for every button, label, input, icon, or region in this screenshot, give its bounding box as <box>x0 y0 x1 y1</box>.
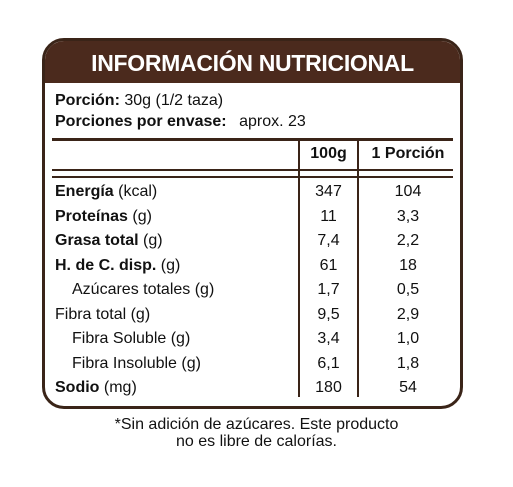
nutrient-row: Sodio (mg) 180 54 <box>45 376 460 400</box>
nutrient-name-unit: Fibra total (g) <box>55 305 151 323</box>
nutrient-name-unit: Fibra Soluble (g) <box>72 330 191 347</box>
nutrient-name: Sodio (mg) <box>55 376 137 400</box>
portion-value: 30g (1/2 taza) <box>124 92 224 109</box>
nutrient-row: Proteínas (g) 11 3,3 <box>45 205 460 229</box>
nutrient-name-bold: Sodio <box>55 379 100 396</box>
nutrient-name-unit: (mg) <box>99 379 137 396</box>
value-per-portion: 1,0 <box>396 330 420 347</box>
nutrient-name: Grasa total (g) <box>55 229 163 253</box>
value-per-portion: 54 <box>399 379 417 396</box>
value-per-100g: 3,4 <box>317 330 340 347</box>
value-per-portion: 18 <box>399 256 417 274</box>
nutrient-name: H. de C. disp. (g) <box>55 254 180 278</box>
value-per-portion: 1,8 <box>396 354 420 372</box>
nutrient-row: Azúcares totales (g) 1,7 0,5 <box>45 278 460 302</box>
value-per-portion: 2,9 <box>396 305 420 323</box>
nutrient-name-bold: H. de C. disp. <box>55 256 157 274</box>
value-per-100g: 180 <box>315 379 342 396</box>
value-per-portion: 0,5 <box>396 281 420 298</box>
column-header-100g: 100g <box>310 145 347 162</box>
value-per-100g: 6,1 <box>317 354 340 372</box>
column-header-portion: 1 Porción <box>371 145 445 162</box>
nutrient-name: Azúcares totales (g) <box>72 278 214 302</box>
nutrient-row: Grasa total (g) 7,4 2,2 <box>45 229 460 253</box>
nutrient-name-unit: (kcal) <box>113 183 158 200</box>
nutrient-name: Energía (kcal) <box>55 180 157 204</box>
portion-label: Porción: <box>55 92 120 109</box>
nutrient-name-unit: (g) <box>138 232 163 249</box>
nutrient-name: Fibra Soluble (g) <box>72 327 190 351</box>
servings-per-pack-line: Porciones por envase: aprox. 23 <box>55 113 306 131</box>
nutrient-name-bold: Energía <box>55 183 114 200</box>
value-per-100g: 7,4 <box>317 232 340 249</box>
servings-per-pack-label: Porciones por envase: <box>55 113 227 130</box>
value-per-portion: 104 <box>394 183 422 200</box>
portion-line: Porción: 30g (1/2 taza) <box>55 92 223 110</box>
nutrient-name-bold: Proteínas <box>55 207 128 225</box>
footnote-line-2: no es libre de calorías. <box>176 433 337 450</box>
nutrient-name-bold: Grasa total <box>55 232 139 249</box>
column-divider <box>357 138 359 397</box>
value-per-100g: 9,5 <box>317 305 340 323</box>
nutrient-name-unit: (g) <box>127 207 152 225</box>
nutrient-name: Fibra Insoluble (g) <box>72 352 201 376</box>
nutrition-facts-panel: INFORMACIÓN NUTRICIONAL Porción: 30g (1/… <box>42 38 463 409</box>
panel-title: INFORMACIÓN NUTRICIONAL <box>45 41 460 83</box>
nutrient-row: Fibra total (g) 9,5 2,9 <box>45 303 460 327</box>
value-per-portion: 2,2 <box>396 232 420 249</box>
nutrient-row: Fibra Insoluble (g) 6,1 1,8 <box>45 352 460 376</box>
nutrient-row: H. de C. disp. (g) 61 18 <box>45 254 460 278</box>
servings-per-pack-value: aprox. 23 <box>239 113 306 130</box>
nutrient-name-unit: Azúcares totales (g) <box>72 281 215 298</box>
nutrient-name: Proteínas (g) <box>55 205 152 229</box>
nutrient-name-unit: Fibra Insoluble (g) <box>72 354 201 372</box>
nutrient-row: Fibra Soluble (g) 3,4 1,0 <box>45 327 460 351</box>
value-per-100g: 347 <box>315 183 342 200</box>
divider <box>52 138 453 141</box>
value-per-100g: 1,7 <box>317 281 340 298</box>
column-divider <box>298 138 300 397</box>
divider <box>52 176 453 178</box>
value-per-portion: 3,3 <box>396 207 420 225</box>
footnote-line-1: *Sin adición de azúcares. Este producto <box>114 416 399 433</box>
nutrient-name: Fibra total (g) <box>55 303 150 327</box>
nutrient-row: Energía (kcal) 347 104 <box>45 180 460 204</box>
value-per-100g: 11 <box>320 207 337 225</box>
nutrient-name-unit: (g) <box>156 256 181 274</box>
value-per-100g: 61 <box>319 256 338 274</box>
divider <box>52 169 453 171</box>
